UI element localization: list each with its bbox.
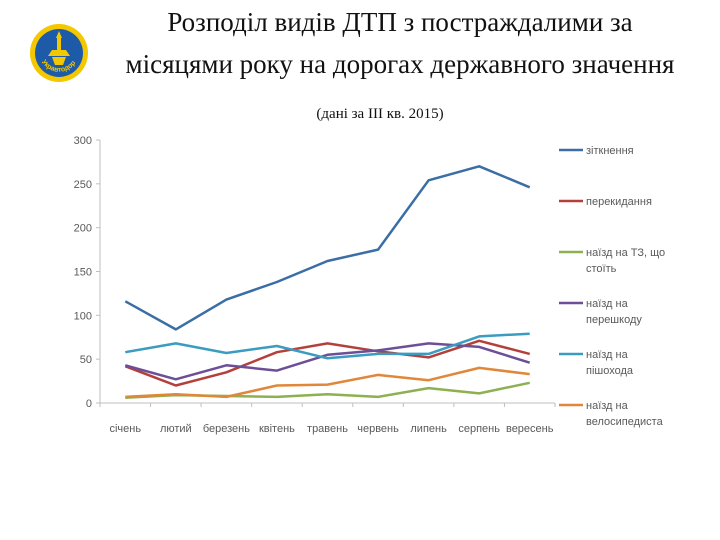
y-tick-label: 150 <box>74 267 92 279</box>
x-tick-label: серпень <box>458 423 500 435</box>
series-line-2 <box>124 339 531 387</box>
x-tick-label: червень <box>357 423 399 435</box>
chart-subtitle: (дані за ІІІ кв. 2015) <box>316 106 444 122</box>
y-tick-label: 200 <box>74 223 92 235</box>
y-tick-label: 250 <box>74 179 92 191</box>
y-tick-label: 100 <box>74 310 92 322</box>
legend-entry-1: зіткнення <box>586 145 634 157</box>
x-tick-label: травень <box>307 423 348 435</box>
x-tick-label: лютий <box>160 423 192 435</box>
y-tick-label: 300 <box>74 135 92 147</box>
x-tick-label: вересень <box>506 423 554 435</box>
x-tick-label: січень <box>109 423 141 435</box>
series-line-6 <box>125 366 530 399</box>
x-tick-label: квітень <box>259 423 295 435</box>
legend-entry-6: наїзд на велосипедиста <box>586 400 664 428</box>
series-line-4 <box>124 342 531 381</box>
y-tick-label: 50 <box>80 354 92 366</box>
legend-entry-5: наїзд на пішохода <box>586 349 634 377</box>
chart-title-line-2: місяцями року на дорогах державного знач… <box>125 49 675 79</box>
y-tick-label: 0 <box>86 398 92 410</box>
series-line-1 <box>124 165 531 331</box>
legend-entry-2: перекидання <box>586 196 652 208</box>
x-tick-label: липень <box>410 423 447 435</box>
x-tick-label: березень <box>203 423 250 435</box>
series-line-5 <box>125 332 530 360</box>
chart-title-line-1: Розподіл видів ДТП з постраждалими за <box>167 7 633 37</box>
legend-entry-4: наїзд на перешкоду <box>586 298 642 326</box>
ukravtodor-logo-icon: Укравтодор <box>30 24 88 82</box>
legend-entry-3: наїзд на ТЗ, що стоїть <box>586 247 665 275</box>
